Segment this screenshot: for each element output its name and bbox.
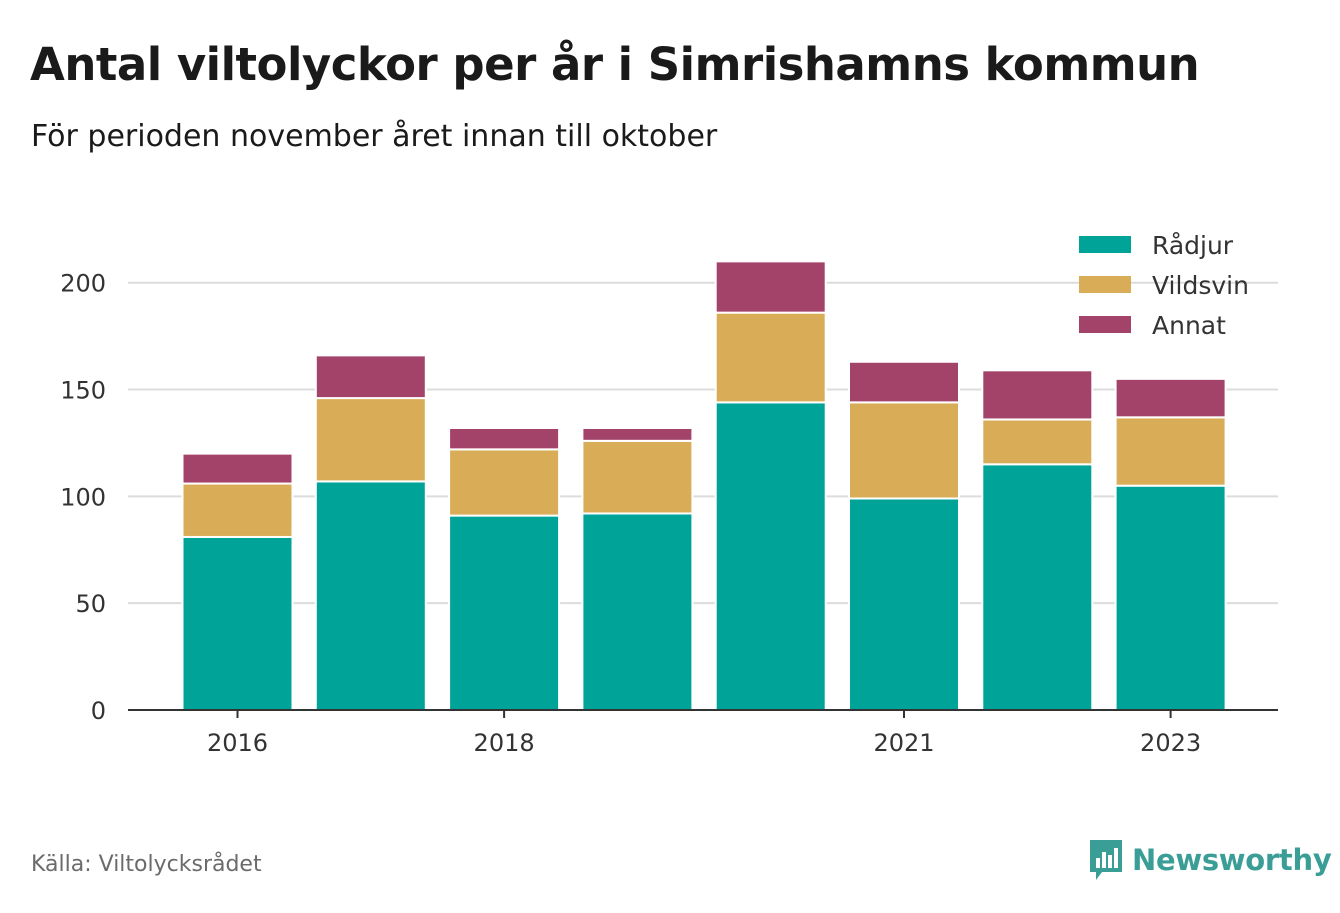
bar-vildsvin-2019 [581,439,694,515]
y-tick-label: 100 [60,483,106,511]
bar-vildsvin-2021 [848,401,960,500]
legend-swatch-annat [1079,316,1131,333]
bar-rådjur-2017 [314,480,427,711]
x-tick-label: 2016 [207,729,268,757]
y-tick-label: 150 [60,377,106,405]
bar-vildsvin-2018 [448,448,561,517]
bar-vildsvin-2023 [1114,416,1227,487]
legend-swatch-vildsvin [1079,276,1131,293]
x-tick-label: 2021 [873,729,934,757]
legend-label-annat: Annat [1152,311,1226,340]
bar-annat-2021 [848,360,960,404]
x-axis: 2016 2018 2021 2023 [128,709,1278,757]
y-tick-label: 0 [91,697,106,725]
bar-annat-2022 [981,369,1094,421]
bar-annat-2023 [1114,377,1227,419]
bar-vildsvin-2022 [981,418,1094,466]
newsworthy-logo-icon [1090,840,1122,880]
bar-vildsvin-2020 [714,311,827,404]
legend: Rådjur Vildsvin Annat [1079,231,1249,340]
y-tick-label: 200 [60,270,106,298]
bar-annat-2016 [181,452,294,485]
bar-vildsvin-2017 [314,397,427,483]
bar-rådjur-2022 [981,463,1094,711]
bar-rådjur-2023 [1114,484,1227,711]
source-note: Källa: Viltolycksrådet [31,852,262,877]
legend-swatch-rådjur [1079,236,1131,253]
bar-vildsvin-2016 [181,482,294,538]
bar-rådjur-2021 [848,497,960,711]
x-tick-label: 2018 [474,729,535,757]
y-axis: 0 50 100 150 200 [60,270,106,725]
x-tick-label: 2023 [1140,729,1201,757]
bar-rådjur-2020 [714,401,827,711]
chart-subtitle: För perioden november året innan till ok… [31,119,718,154]
legend-label-rådjur: Rådjur [1152,231,1234,260]
chart-title: Antal viltolyckor per år i Simrishamns k… [30,38,1200,91]
bar-annat-2020 [714,260,827,314]
brand-logo: Newsworthy [1088,838,1332,882]
bars [181,260,1227,711]
bar-annat-2019 [581,427,694,442]
bar-rådjur-2019 [581,512,694,711]
bar-rådjur-2016 [181,535,294,711]
brand-name: Newsworthy [1132,843,1332,877]
legend-label-vildsvin: Vildsvin [1152,271,1249,300]
y-tick-label: 50 [75,590,106,618]
bar-annat-2017 [314,354,427,400]
bar-annat-2018 [448,427,561,451]
bar-rådjur-2018 [448,514,561,711]
